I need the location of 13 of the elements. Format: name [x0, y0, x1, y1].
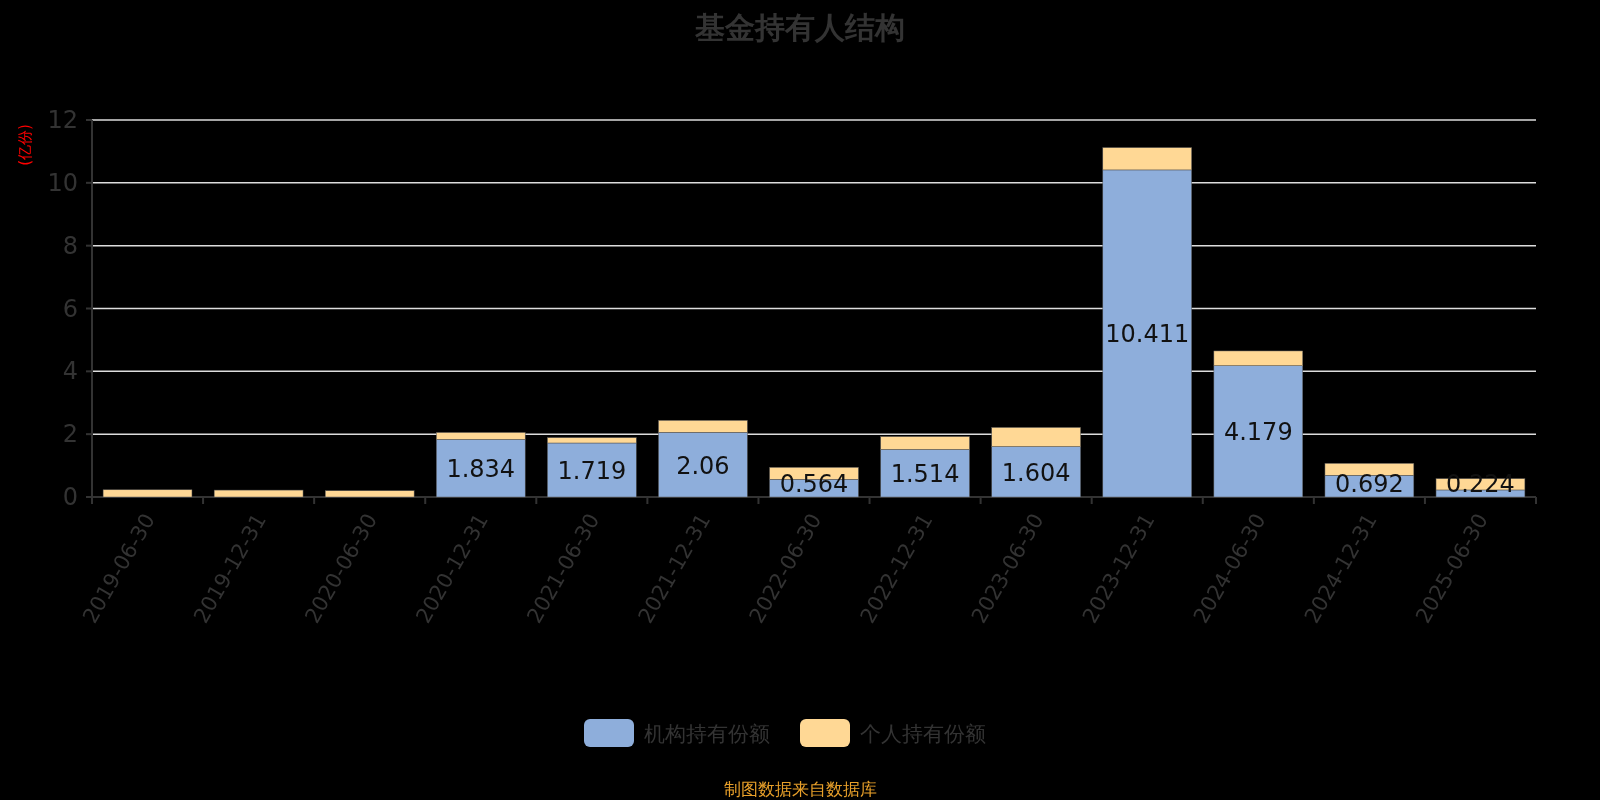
data-label: 1.719: [557, 457, 627, 485]
data-label: 0.692: [1335, 470, 1404, 498]
data-label: 1.514: [890, 460, 960, 489]
bar: [325, 490, 415, 498]
data-label: 4.179: [1223, 418, 1293, 447]
data-label: 1.834: [446, 455, 516, 484]
text: 制图数据来自数据库: [723, 779, 877, 799]
data-label: 1.604: [1001, 458, 1071, 487]
bar: [213, 489, 304, 498]
y-axis-title: (亿份): [16, 124, 34, 166]
data-label: 10.411: [1105, 320, 1190, 349]
data-label: 2.06: [676, 451, 730, 480]
bar: [102, 489, 193, 498]
